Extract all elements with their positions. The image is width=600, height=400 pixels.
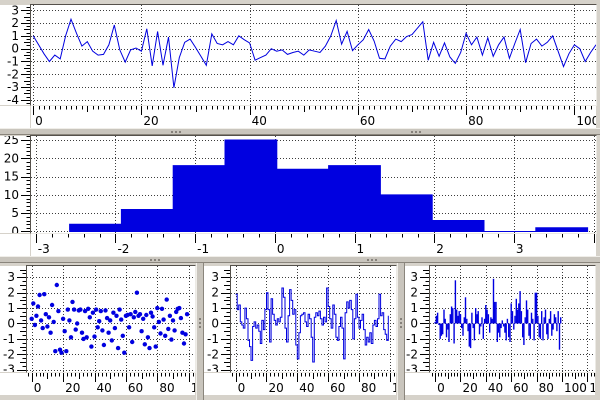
top-plot[interactable] <box>30 4 597 106</box>
svg-text:20: 20 <box>65 381 80 395</box>
svg-text:-2: -2 <box>207 347 219 361</box>
steps-ruler-corner <box>204 373 231 395</box>
svg-text:0: 0 <box>7 316 15 330</box>
svg-text:40: 40 <box>97 381 112 395</box>
svg-text:2: 2 <box>410 286 418 300</box>
steps-ruler-bottom: 0 20 40 60 80 100 <box>231 373 396 395</box>
svg-text:2: 2 <box>436 242 444 256</box>
svg-text:1: 1 <box>357 242 365 256</box>
svg-text:60: 60 <box>128 381 143 395</box>
svg-text:1: 1 <box>11 29 19 43</box>
svg-text:2: 2 <box>11 16 19 30</box>
top-ruler-left: 3 2 1 0 -1 -2 -3 -4 <box>0 5 30 105</box>
svg-text:-3: -3 <box>7 80 19 94</box>
svg-text:80: 80 <box>159 381 174 395</box>
svg-text:120: 120 <box>589 381 595 395</box>
svg-text:-4: -4 <box>7 93 19 105</box>
paned-handle-v2[interactable] <box>397 263 405 400</box>
paned-handle-h1[interactable] <box>0 128 600 135</box>
top-ruler-corner <box>0 106 30 128</box>
svg-text:-2: -2 <box>7 67 19 81</box>
svg-text:80: 80 <box>539 381 554 395</box>
grip-dots-icon <box>171 131 173 133</box>
impulses-ruler-left: 3 2 1 0 -1 -2 -3 <box>405 266 429 372</box>
grip-dots-icon <box>411 131 413 133</box>
svg-text:80: 80 <box>468 114 483 128</box>
svg-text:60: 60 <box>513 381 528 395</box>
points-ruler-left: 3 2 1 0 -1 -2 -3 <box>0 266 26 372</box>
svg-text:-1: -1 <box>197 242 209 256</box>
svg-text:-2: -2 <box>3 347 15 361</box>
impulses-ruler-corner <box>405 373 430 395</box>
grip-dots-icon <box>367 259 369 261</box>
svg-text:0: 0 <box>277 242 285 256</box>
svg-text:40: 40 <box>252 114 267 128</box>
grip-dots-icon <box>400 318 402 320</box>
svg-text:2: 2 <box>211 286 219 300</box>
svg-text:3: 3 <box>7 270 15 284</box>
paned-handle-h2[interactable] <box>0 256 600 263</box>
svg-text:2: 2 <box>7 286 15 300</box>
grip-dots-icon <box>150 259 152 261</box>
svg-text:0: 0 <box>11 224 19 233</box>
top-ruler-bottom: 0 20 40 60 80 100 <box>31 106 596 128</box>
svg-text:-2: -2 <box>117 242 129 256</box>
hist-ruler-left: 25 20 15 10 5 0 <box>0 136 30 233</box>
svg-text:0: 0 <box>437 381 445 395</box>
svg-text:3: 3 <box>516 242 524 256</box>
impulses-plot[interactable] <box>429 265 596 373</box>
svg-text:0: 0 <box>410 316 418 330</box>
points-ruler-corner <box>0 373 27 395</box>
svg-text:20: 20 <box>462 381 477 395</box>
svg-text:-3: -3 <box>406 363 418 372</box>
svg-text:-2: -2 <box>406 347 418 361</box>
svg-text:0: 0 <box>238 381 246 395</box>
svg-text:1: 1 <box>211 301 219 315</box>
svg-text:-3: -3 <box>207 363 219 372</box>
svg-text:3: 3 <box>211 270 219 284</box>
svg-text:-1: -1 <box>207 332 219 346</box>
svg-text:0: 0 <box>11 42 19 56</box>
svg-text:-1: -1 <box>3 332 15 346</box>
svg-text:1: 1 <box>410 301 418 315</box>
svg-text:-1: -1 <box>7 54 19 68</box>
svg-text:3: 3 <box>410 270 418 284</box>
svg-text:100: 100 <box>576 114 596 128</box>
svg-text:-3: -3 <box>38 242 50 256</box>
svg-text:-3: -3 <box>3 363 15 372</box>
svg-text:-1: -1 <box>406 332 418 346</box>
svg-text:60: 60 <box>360 114 375 128</box>
paned-handle-v1[interactable] <box>196 263 204 400</box>
svg-text:25: 25 <box>4 136 19 147</box>
svg-text:60: 60 <box>330 381 345 395</box>
hist-ruler-bottom: -3-2-101234 <box>31 234 596 256</box>
hist-plot[interactable] <box>30 135 597 234</box>
svg-text:100: 100 <box>392 381 396 395</box>
svg-text:80: 80 <box>361 381 376 395</box>
svg-text:100: 100 <box>191 381 195 395</box>
points-plot[interactable] <box>26 265 196 373</box>
svg-text:20: 20 <box>268 381 283 395</box>
svg-text:40: 40 <box>488 381 503 395</box>
grip-dots-icon <box>199 318 201 320</box>
svg-text:100: 100 <box>564 381 587 395</box>
points-ruler-bottom: 0 20 40 60 80 100 <box>27 373 195 395</box>
svg-text:5: 5 <box>11 206 19 220</box>
svg-text:0: 0 <box>35 114 43 128</box>
svg-text:0: 0 <box>34 381 42 395</box>
svg-text:40: 40 <box>299 381 314 395</box>
impulses-ruler-bottom: 0 20 40 60 80 100120 <box>430 373 595 395</box>
svg-text:15: 15 <box>4 170 19 184</box>
svg-text:3: 3 <box>11 5 19 17</box>
svg-text:20: 20 <box>4 151 19 165</box>
hist-ruler-corner <box>0 234 30 256</box>
steps-plot[interactable] <box>230 265 397 373</box>
steps-ruler-left: 3 2 1 0 -1 -2 -3 <box>204 266 230 372</box>
svg-text:10: 10 <box>4 188 19 202</box>
svg-text:0: 0 <box>211 316 219 330</box>
svg-text:1: 1 <box>7 301 15 315</box>
svg-text:20: 20 <box>143 114 158 128</box>
